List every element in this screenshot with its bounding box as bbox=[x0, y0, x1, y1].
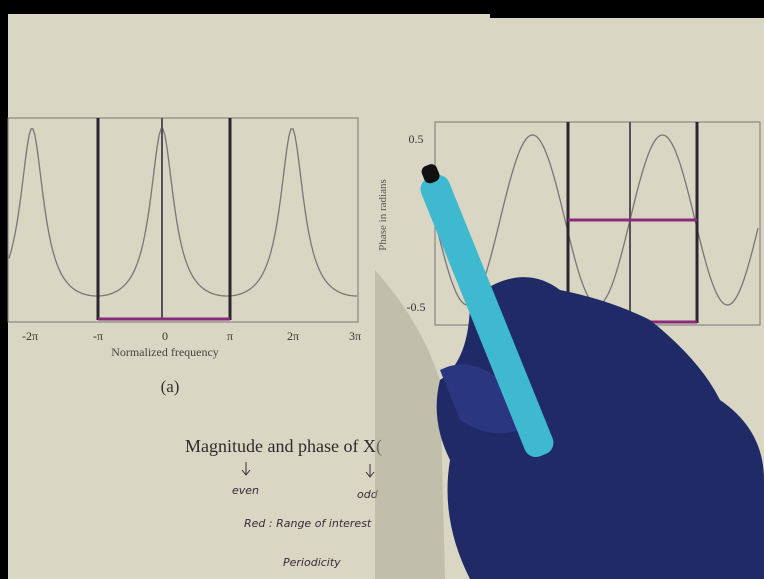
page: {"left_plot": {"xticks": ["-2π", "-π", "… bbox=[0, 0, 764, 579]
note-periodicity: Periodicity bbox=[283, 556, 341, 569]
heading: Magnitude and phase of X( bbox=[185, 436, 382, 457]
note-even: even bbox=[232, 484, 259, 497]
y-axis-label: Phase in radians bbox=[377, 179, 389, 250]
x-tick-label: π bbox=[227, 329, 233, 343]
x-tick-label: -2π bbox=[22, 329, 38, 343]
x-tick-label: -π bbox=[93, 329, 103, 343]
x-tick-label: 0 bbox=[162, 329, 168, 343]
x-tick-label: 2π bbox=[287, 329, 299, 343]
y-tick-label: -0.5 bbox=[407, 300, 426, 314]
x-tick-label: 3π bbox=[349, 329, 361, 343]
caption: (a) bbox=[161, 377, 180, 396]
top-edge bbox=[490, 10, 764, 18]
photo: -2π -π 0 π 2π 3π Normalized frequency (a) 0.5… bbox=[0, 0, 764, 579]
note-legend: Red : Range of interest bbox=[244, 517, 372, 530]
x-axis-label: Normalized frequency bbox=[111, 345, 219, 359]
y-tick-label: 0.5 bbox=[409, 132, 424, 146]
